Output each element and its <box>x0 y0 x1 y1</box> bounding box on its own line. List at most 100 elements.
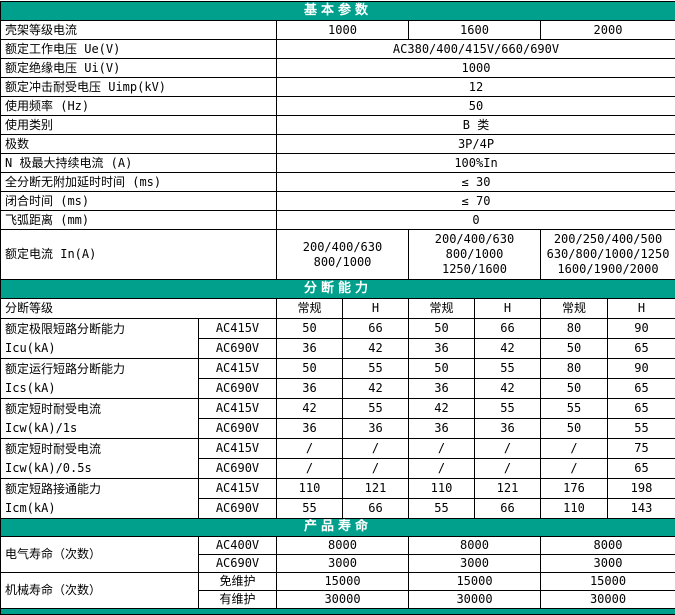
cell: / <box>343 439 409 459</box>
row-label: 飞弧距离 (mm) <box>1 211 277 230</box>
row-value: 50 <box>277 97 675 116</box>
section-basic-header-row: 基本参数 <box>1 2 675 21</box>
group-label-ics: 额定运行短路分断能力 Ics(kA) <box>1 359 199 399</box>
sub-label: AC415V <box>199 439 277 459</box>
cell: 66 <box>343 319 409 339</box>
table-row: 壳架等级电流 1000 1600 2000 <box>1 21 675 40</box>
cell: 8000 <box>277 537 409 555</box>
cell: 50 <box>277 319 343 339</box>
sub-label: 免维护 <box>199 573 277 591</box>
cell: / <box>343 459 409 479</box>
table-row: 额定绝缘电压 Ui(V)1000 <box>1 59 675 78</box>
table-row: 额定极限短路分断能力 Icu(kA) AC415V 50 66 50 66 80… <box>1 319 675 339</box>
cell: / <box>277 439 343 459</box>
sub-label: AC690V <box>199 555 277 573</box>
grade-col: 常规 <box>409 299 475 319</box>
cell: 42 <box>277 399 343 419</box>
table-row: 额定冲击耐受电压 Uimp(kV)12 <box>1 78 675 97</box>
sub-label: AC690V <box>199 419 277 439</box>
row-value: 0 <box>277 211 675 230</box>
frame-current-1600: 1600 <box>409 21 541 40</box>
row-label: 额定冲击耐受电压 Uimp(kV) <box>1 78 277 97</box>
cell: 55 <box>343 359 409 379</box>
sub-label: AC690V <box>199 379 277 399</box>
row-value: 1000 <box>277 59 675 78</box>
cell: 30000 <box>409 591 541 609</box>
cell: / <box>541 459 608 479</box>
cell: 65 <box>608 379 675 399</box>
section-life-header-row: 产品寿命 <box>1 519 675 537</box>
cell: / <box>541 439 608 459</box>
cell: 42 <box>475 339 541 359</box>
cell: 15000 <box>277 573 409 591</box>
cell: 90 <box>608 319 675 339</box>
cell: 55 <box>277 499 343 519</box>
cell: 42 <box>343 379 409 399</box>
cell: 198 <box>608 479 675 499</box>
sub-label: AC690V <box>199 459 277 479</box>
cell: 30000 <box>277 591 409 609</box>
row-label: 极数 <box>1 135 277 154</box>
cell: 36 <box>409 339 475 359</box>
cell: 50 <box>541 339 608 359</box>
cell: 42 <box>343 339 409 359</box>
row-label: 使用类别 <box>1 116 277 135</box>
sub-label: AC415V <box>199 479 277 499</box>
group-label-icw-05s: 额定短时耐受电流 Icw(kA)/0.5s <box>1 439 199 479</box>
row-label: 使用频率 (Hz) <box>1 97 277 116</box>
cell: / <box>409 439 475 459</box>
cell: 80 <box>541 319 608 339</box>
cell: 65 <box>608 339 675 359</box>
section-breaking-header-row: 分断能力 <box>1 280 675 299</box>
cell: 42 <box>475 379 541 399</box>
cell: 55 <box>409 499 475 519</box>
cell: 90 <box>608 359 675 379</box>
sub-label: AC400V <box>199 537 277 555</box>
cell: 55 <box>608 419 675 439</box>
cell: 36 <box>475 419 541 439</box>
table-row: 闭合时间 (ms)≤ 70 <box>1 192 675 211</box>
table-row: 飞弧距离 (mm)0 <box>1 211 675 230</box>
cell: 110 <box>277 479 343 499</box>
cell: 55 <box>343 399 409 419</box>
cell: 50 <box>409 359 475 379</box>
breaking-grade-row: 分断等级 常规 H 常规 H 常规 H <box>1 299 675 319</box>
cell: 3000 <box>541 555 675 573</box>
cell: 65 <box>608 399 675 419</box>
cell: 55 <box>475 399 541 419</box>
frame-current-1000: 1000 <box>277 21 409 40</box>
table-row: 机械寿命（次数） 免维护 15000 15000 15000 <box>1 573 675 591</box>
cell: 66 <box>343 499 409 519</box>
cell: 50 <box>277 359 343 379</box>
row-label: 分断等级 <box>1 299 277 319</box>
rated-current-1000: 200/400/630 800/1000 <box>277 230 409 280</box>
section-title-basic: 基本参数 <box>1 2 675 21</box>
cell: 30000 <box>541 591 675 609</box>
sub-label: AC415V <box>199 359 277 379</box>
table-row: 额定短路接通能力 Icm(kA) AC415V 110 121 110 121 … <box>1 479 675 499</box>
cell: 3000 <box>409 555 541 573</box>
cell: 80 <box>541 359 608 379</box>
section-title-breaking: 分断能力 <box>1 280 675 299</box>
cell: 176 <box>541 479 608 499</box>
cell: 15000 <box>409 573 541 591</box>
row-value: AC380/400/415V/660/690V <box>277 40 675 59</box>
cell: 36 <box>409 419 475 439</box>
row-label: 额定电流 In(A) <box>1 230 277 280</box>
cell: / <box>277 459 343 479</box>
row-value: 3P/4P <box>277 135 675 154</box>
cell: 50 <box>541 419 608 439</box>
sub-label: AC415V <box>199 399 277 419</box>
cell: 36 <box>409 379 475 399</box>
row-value: ≤ 30 <box>277 173 675 192</box>
cell: 65 <box>608 459 675 479</box>
rated-current-2000: 200/250/400/500 630/800/1000/1250 1600/1… <box>541 230 675 280</box>
grade-col: H <box>343 299 409 319</box>
cell: 50 <box>541 379 608 399</box>
table-row: N 极最大持续电流 (A)100%In <box>1 154 675 173</box>
cell: 121 <box>343 479 409 499</box>
cell: 50 <box>409 319 475 339</box>
cell: 36 <box>277 419 343 439</box>
